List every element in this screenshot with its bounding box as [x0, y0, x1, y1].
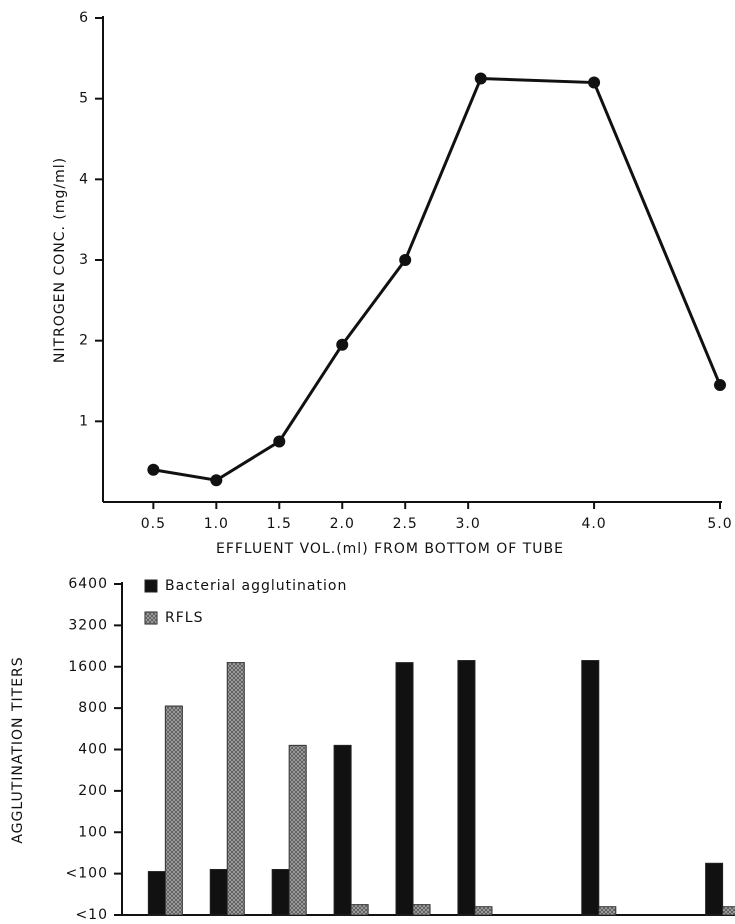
x-axis-label: EFFLUENT VOL.(ml) FROM BOTTOM OF TUBE [216, 541, 564, 557]
bar [333, 744, 352, 916]
y-tick-label: <100 [66, 866, 108, 882]
data-point [474, 72, 487, 85]
bar-hatch [474, 906, 492, 915]
x-tick-label: 4.0 [581, 516, 606, 532]
bar [209, 868, 228, 916]
y-axis-label: NITROGEN CONC. (mg/ml) [52, 157, 68, 363]
bar-hatch [598, 906, 616, 915]
x-tick-label: 3.0 [456, 516, 481, 532]
bar [395, 662, 414, 916]
bar-hatch [165, 706, 183, 915]
y-tick-label: 4 [79, 171, 89, 187]
legend-label: Bacterial agglutination [165, 578, 347, 594]
x-tick-label: 2.0 [330, 516, 355, 532]
x-tick-label: 2.5 [393, 516, 418, 532]
legend-swatch [144, 579, 158, 593]
data-point [336, 338, 349, 351]
y-tick-label: 1 [79, 413, 89, 429]
legend-swatch-hatch [145, 612, 157, 624]
x-tick-label: 0.5 [141, 516, 166, 532]
bar-hatch [722, 906, 735, 915]
data-line [153, 76, 722, 482]
bar-hatch [413, 904, 431, 915]
y-tick-label: 3 [79, 252, 89, 268]
bar [581, 660, 600, 916]
bar [271, 868, 290, 916]
y-tick-label: 3200 [68, 617, 108, 633]
x-tick-label: 5.0 [707, 516, 732, 532]
data-point [714, 379, 726, 392]
y-tick-label: 800 [78, 700, 108, 716]
y-tick-label: 1600 [68, 659, 108, 675]
y-tick-label: 200 [78, 783, 108, 799]
bar [457, 660, 476, 916]
data-point [273, 435, 286, 448]
y-tick-label: 400 [78, 742, 108, 758]
bar-hatch [289, 745, 307, 915]
y-tick-label: 5 [79, 91, 89, 107]
y-axis-label: AGGLUTINATION TITERS [10, 656, 26, 843]
data-point [588, 76, 601, 89]
y-tick-label: 2 [79, 333, 89, 349]
bar-hatch [227, 662, 245, 915]
x-tick-label: 1.0 [204, 516, 229, 532]
legend-label: RFLS [165, 610, 203, 626]
y-tick-label: 6400 [68, 576, 108, 592]
y-tick-label: 6 [79, 10, 89, 26]
bar [705, 862, 724, 916]
x-tick-label: 1.5 [267, 516, 292, 532]
data-point [210, 474, 223, 487]
bar [147, 871, 166, 916]
y-tick-label: 100 [78, 824, 108, 840]
y-tick-label: <10 [75, 907, 108, 923]
bar-hatch [351, 904, 369, 915]
data-point [147, 463, 160, 476]
data-point [399, 254, 412, 266]
